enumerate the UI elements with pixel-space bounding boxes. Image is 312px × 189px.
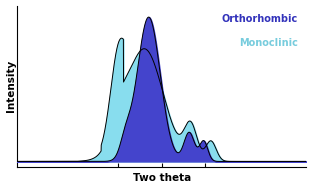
Text: Monoclinic: Monoclinic: [239, 38, 298, 48]
X-axis label: Two theta: Two theta: [133, 174, 191, 184]
Text: Orthorhombic: Orthorhombic: [222, 14, 298, 24]
Y-axis label: Intensity: Intensity: [6, 60, 16, 112]
